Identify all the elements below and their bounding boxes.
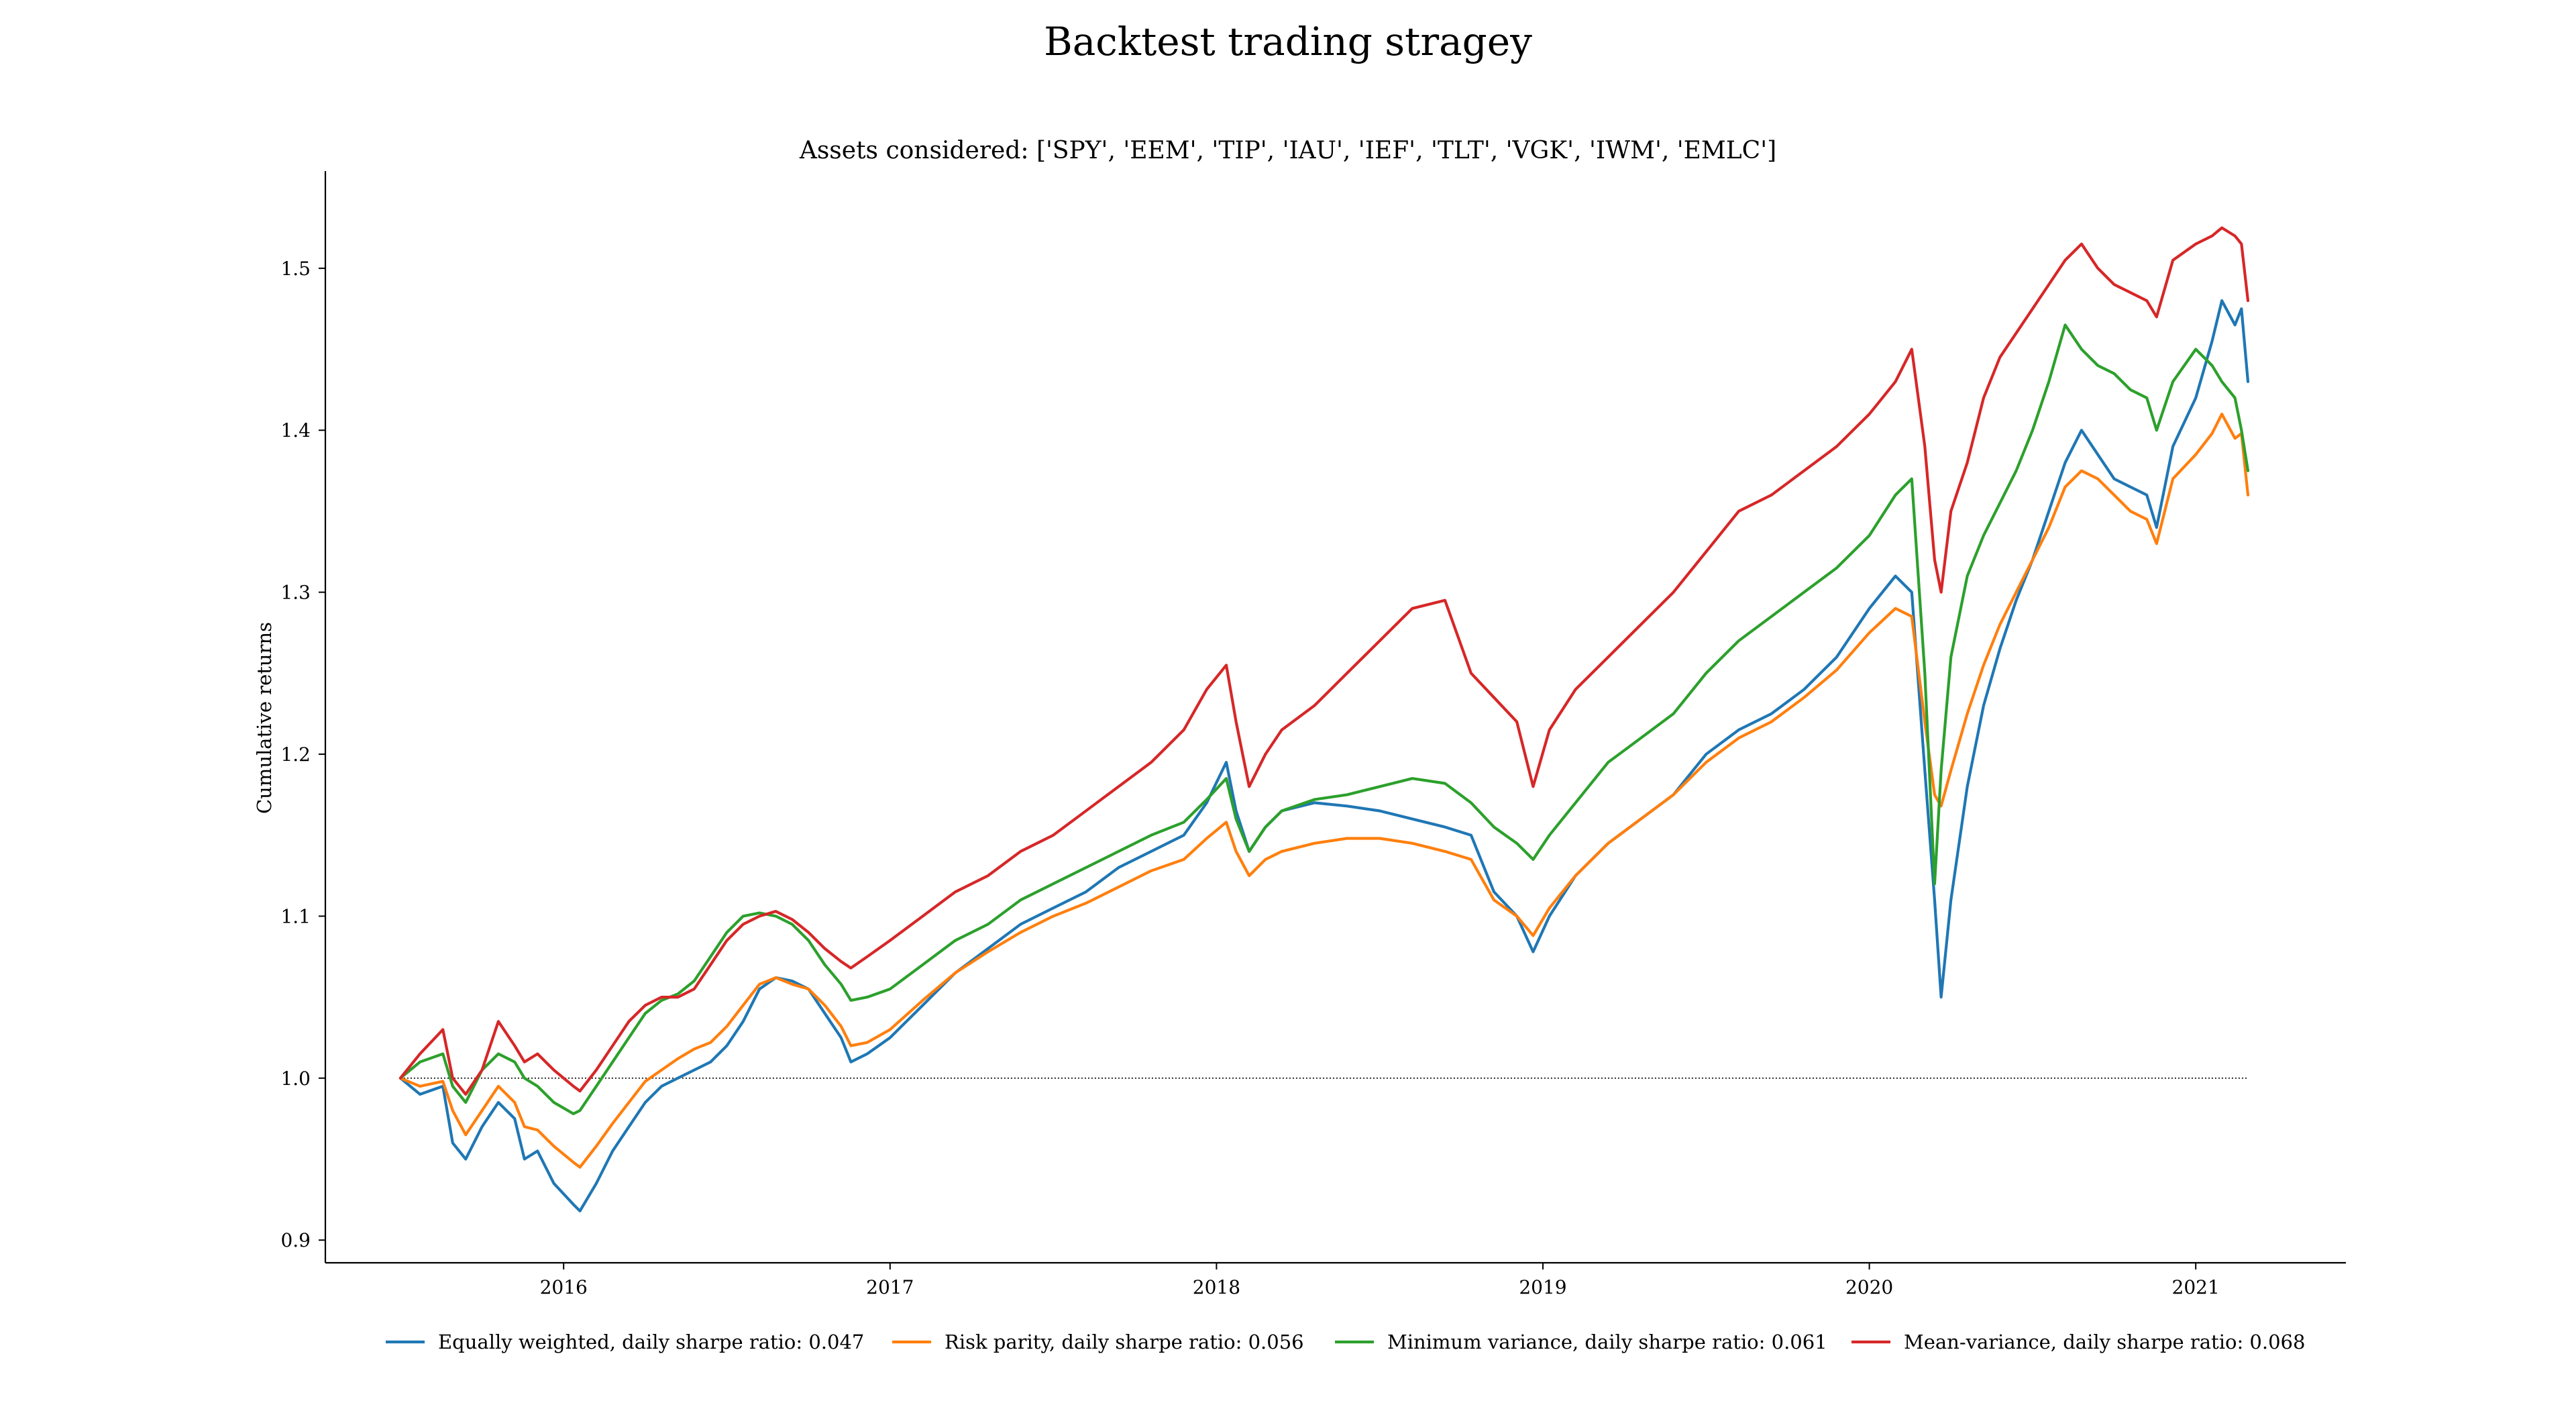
legend-label: Equally weighted, daily sharpe ratio: 0.… <box>438 1331 864 1353</box>
chart-title: Backtest trading stragey <box>1044 19 1532 64</box>
series-line-2 <box>398 413 2250 1169</box>
y-tick-label: 1.3 <box>280 582 311 604</box>
x-tick-label: 2019 <box>1519 1276 1566 1298</box>
x-tick-label: 2018 <box>1193 1276 1240 1298</box>
legend-label: Mean-variance, daily sharpe ratio: 0.068 <box>1904 1331 2305 1353</box>
legend-label: Minimum variance, daily sharpe ratio: 0.… <box>1387 1331 1827 1353</box>
chart-subtitle: Assets considered: ['SPY', 'EEM', 'TIP',… <box>799 137 1776 164</box>
y-tick-label: 1.4 <box>280 419 311 442</box>
x-tick-label: 2017 <box>866 1276 914 1298</box>
y-tick-label: 1.5 <box>280 258 311 280</box>
axis-ticks: 2016 2017 2018 2019 2020 2021 0.9 1.0 1.1 1.2 1.3 1… <box>280 258 2219 1298</box>
y-tick-label: 1.1 <box>280 905 311 927</box>
y-tick-label: 1.2 <box>280 743 311 766</box>
x-tick-label: 2020 <box>1845 1276 1893 1298</box>
x-tick-label: 2016 <box>540 1276 588 1298</box>
x-tick-label: 2021 <box>2172 1276 2220 1298</box>
series-line-3 <box>398 323 2250 1115</box>
legend-label: Risk parity, daily sharpe ratio: 0.056 <box>945 1331 1304 1353</box>
series-line-4 <box>398 226 2250 1096</box>
y-tick-label: 1.0 <box>280 1068 311 1090</box>
plot-area <box>398 226 2250 1212</box>
y-tick-label: 0.9 <box>280 1229 311 1251</box>
series-line-1 <box>398 299 2250 1212</box>
legend: Equally weighted, daily sharpe ratio: 0.… <box>386 1331 2305 1353</box>
y-axis-label: Cumulative returns <box>253 622 276 814</box>
